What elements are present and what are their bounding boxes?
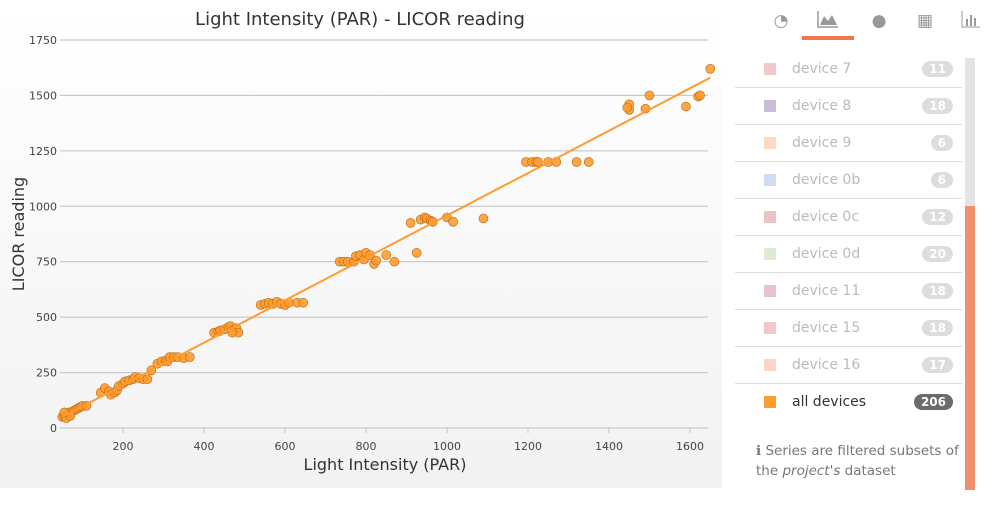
legend-label: device 0d: [792, 246, 861, 262]
series-note: ℹ Series are filtered subsets of the pro…: [756, 443, 959, 479]
series-color-swatch: [764, 100, 776, 112]
x-tick-label: 1000: [433, 440, 461, 453]
x-tick-label: 200: [113, 440, 134, 453]
data-point: [695, 90, 705, 101]
legend-label: device 7: [792, 61, 852, 77]
legend-item[interactable]: device 15 18: [735, 310, 962, 347]
data-point: [705, 64, 716, 74]
y-tick-label: 750: [36, 256, 57, 269]
x-tick-label: 1600: [676, 440, 704, 453]
data-point: [405, 218, 416, 228]
tab-dashboard[interactable]: ◔: [755, 6, 807, 36]
legend-item[interactable]: device 0d 20: [735, 236, 962, 273]
x-axis-label: Light Intensity (PAR): [304, 455, 467, 474]
count-badge: 20: [922, 246, 953, 262]
series-color-swatch: [764, 285, 776, 297]
trend-line: [61, 76, 711, 418]
legend-label: device 9: [792, 135, 852, 151]
y-axis-label: LICOR reading: [9, 177, 28, 291]
data-point: [681, 101, 691, 112]
data-point: [411, 248, 422, 258]
legend-item[interactable]: device 0c 12: [735, 199, 962, 236]
legend-scrollbar[interactable]: [965, 58, 975, 490]
sidebar: ◔ ● ▦ device 7 11 device 8 18 device 9 6 devic…: [735, 0, 992, 506]
count-badge: 17: [922, 357, 953, 373]
data-point: [381, 250, 392, 260]
x-tick-label: 1400: [595, 440, 623, 453]
scrollbar-thumb[interactable]: [965, 206, 975, 490]
series-color-swatch: [764, 322, 776, 334]
legend-item[interactable]: device 8 18: [735, 88, 962, 125]
x-tick-label: 1200: [514, 440, 542, 453]
legend-label: all devices: [792, 394, 867, 410]
series-color-swatch: [764, 211, 776, 223]
y-tick-label: 500: [36, 311, 57, 324]
data-point: [583, 157, 594, 167]
data-point: [142, 374, 153, 385]
y-tick-label: 1000: [29, 200, 57, 213]
legend-label: device 15: [792, 320, 861, 336]
x-tick-label: 600: [275, 440, 296, 453]
count-badge: 18: [922, 98, 953, 114]
scatter-chart: 0 250 500 750 1000 1250 1500 1750 200 400 600 800 10…: [0, 0, 722, 488]
legend-label: device 0c: [792, 209, 860, 225]
series-color-swatch: [764, 359, 776, 371]
data-point: [478, 213, 489, 224]
series-legend: device 7 11 device 8 18 device 9 6 device 0b 6 d…: [735, 51, 962, 420]
tab-table[interactable]: ▦: [899, 6, 951, 36]
chart-svg: 0 250 500 750 1000 1250 1500 1750 200 400 600 800 10…: [9, 9, 716, 474]
legend-label: device 0b: [792, 172, 861, 188]
series-color-swatch: [764, 137, 776, 149]
count-badge: 18: [922, 320, 953, 336]
data-point: [571, 157, 582, 167]
data-point: [298, 297, 309, 308]
table-icon: ▦: [916, 11, 934, 31]
data-point: [185, 352, 195, 362]
legend-label: device 11: [792, 283, 861, 299]
y-tick-label: 1500: [29, 89, 57, 102]
area-chart-icon: [817, 10, 839, 33]
legend-item[interactable]: device 16 17: [735, 347, 962, 384]
data-point: [533, 157, 543, 167]
count-badge: 6: [930, 172, 953, 188]
y-tick-label: 1750: [29, 34, 57, 47]
view-tabs: ◔ ● ▦: [755, 6, 992, 42]
count-badge: 11: [922, 61, 953, 77]
info-icon: ℹ: [756, 443, 762, 459]
data-point: [622, 102, 633, 113]
legend-item[interactable]: device 9 6: [735, 125, 962, 162]
legend-item[interactable]: device 11 18: [735, 273, 962, 310]
series-color-swatch: [764, 174, 776, 186]
series-color-swatch: [764, 248, 776, 260]
x-tick-label: 800: [356, 440, 377, 453]
data-point: [644, 90, 655, 101]
bar-chart-icon: [961, 10, 981, 33]
legend-item[interactable]: device 7 11: [735, 51, 962, 88]
dashboard-icon: ◔: [773, 11, 789, 31]
legend-label: device 8: [792, 98, 852, 114]
tab-map[interactable]: ●: [853, 6, 905, 36]
tab-chart[interactable]: [802, 6, 854, 40]
y-tick-label: 0: [50, 422, 57, 435]
count-badge: 18: [922, 283, 953, 299]
count-badge: 12: [922, 209, 953, 225]
legend-label: device 16: [792, 357, 861, 373]
count-badge: 6: [930, 135, 953, 151]
y-tick-label: 250: [36, 367, 57, 380]
x-tick-label: 400: [194, 440, 215, 453]
tab-bar[interactable]: [945, 6, 992, 36]
legend-item[interactable]: all devices 206: [735, 384, 962, 420]
count-badge: 206: [913, 394, 953, 410]
series-color-swatch: [764, 63, 776, 75]
data-point: [389, 256, 400, 267]
data-point: [448, 217, 458, 227]
data-point: [371, 255, 381, 266]
chart-title: Light Intensity (PAR) - LICOR reading: [195, 9, 525, 30]
legend-item[interactable]: device 0b 6: [735, 162, 962, 199]
y-tick-label: 1250: [29, 145, 57, 158]
globe-icon: ●: [871, 11, 887, 31]
series-color-swatch: [764, 396, 776, 408]
